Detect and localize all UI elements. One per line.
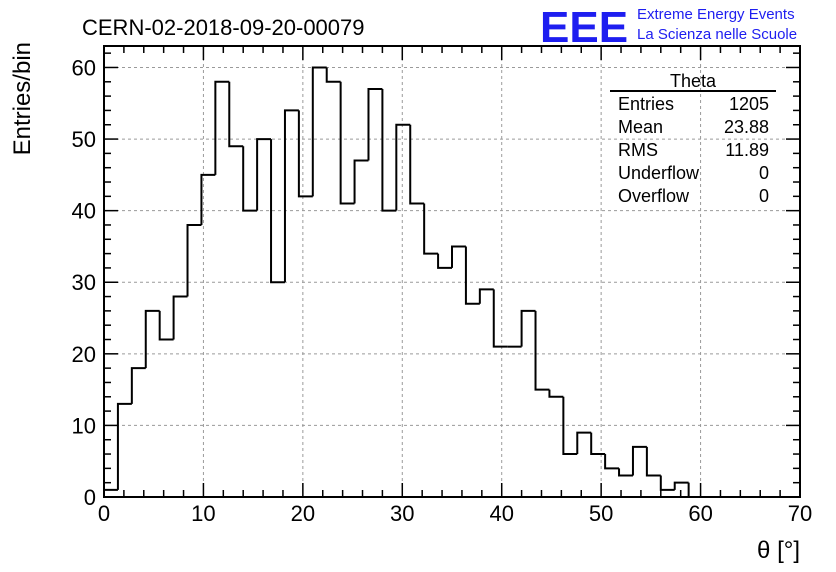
histogram-bin [367,87,383,161]
axis-ticks [103,46,801,498]
histogram-bin [673,481,689,490]
histogram-bin [242,146,258,212]
histogram-bin [144,309,160,369]
histogram-bin [283,109,299,283]
histogram-bin [604,454,620,470]
stats-label: Underflow [618,163,700,183]
x-tick-label: 40 [489,501,513,526]
histogram-bin [437,253,452,269]
histogram-bin [172,295,188,340]
plot-frame [103,45,801,498]
x-tick-labels: 0 10 20 30 40 50 60 70 [98,501,812,526]
grid-lines [104,46,800,497]
x-tick-label: 50 [589,501,613,526]
y-tick-label: 30 [72,270,96,295]
stats-value: 1205 [729,94,769,114]
y-tick-labels: 0 10 20 30 40 50 60 [72,55,96,510]
x-tick-label: 70 [788,501,812,526]
x-axis-label: θ [°] [757,537,800,564]
histogram-bin [186,223,202,297]
x-tick-label: 20 [291,501,315,526]
histogram-bin [395,123,411,211]
histogram-bin [311,66,327,197]
x-tick-label: 10 [191,501,215,526]
stats-value: 0 [759,163,769,183]
stats-title: Theta [670,71,717,91]
histogram-bin [492,289,508,348]
logo-mark: EEE [540,3,628,52]
histogram-bin [520,309,536,347]
y-tick-label: 20 [72,342,96,367]
histogram-bin [562,396,578,456]
chart-title: CERN-02-2018-09-20-00079 [82,15,365,40]
stats-value: 23.88 [724,117,769,137]
histogram-bin [534,310,550,391]
histogram-bin [409,124,425,205]
eee-logo: EEE Extreme Energy Events La Scienza nel… [540,3,797,52]
stats-label: Entries [618,94,674,114]
histogram-bin [451,245,466,268]
stats-box: Theta Entries 1205 Mean 23.88 RMS 11.89 Underf… [610,71,776,206]
histogram-bin [270,139,285,284]
stats-label: Mean [618,117,663,137]
y-axis-label: Entries/bin [9,42,36,155]
stats-value: 0 [759,186,769,206]
y-tick-label: 60 [72,55,96,80]
histogram-bin [158,310,174,341]
y-tick-label: 10 [72,413,96,438]
histogram-bin [659,475,675,491]
histogram-bin [130,367,146,404]
histogram-bin [631,445,647,476]
stats-label: Overflow [618,186,690,206]
y-tick-label: 50 [72,127,96,152]
histogram-bin [200,173,216,225]
histogram-bin [297,110,313,198]
histogram-bin [618,468,633,477]
stats-value: 11.89 [725,140,769,160]
histogram-bin [256,138,272,211]
x-tick-label: 60 [688,501,712,526]
logo-line-2: La Scienza nelle Scuole [637,26,797,43]
histogram-bin [353,159,369,204]
histogram-bin [590,432,606,456]
histogram-bin [423,203,439,255]
histogram-bin [464,246,480,305]
x-tick-label: 0 [98,501,110,526]
histogram-bin [381,88,397,212]
histogram-bin [645,446,661,477]
y-tick-label: 0 [84,485,96,510]
stats-label: RMS [618,140,658,160]
histogram-bin [576,431,592,455]
histogram-bin [339,81,355,205]
x-tick-label: 30 [390,501,414,526]
histogram-bin [325,67,341,83]
histogram-bin [116,402,132,490]
histogram-bin [214,80,230,175]
stats-rows: Entries 1205 Mean 23.88 RMS 11.89 Underflow 0 Ov… [618,94,769,206]
histogram-bin [228,81,244,148]
histogram-bins [103,66,703,498]
logo-line-1: Extreme Energy Events [637,6,795,23]
histogram-bin [103,488,118,497]
y-tick-label: 40 [72,199,96,224]
histogram-bin [548,389,564,398]
histogram-bin [478,288,494,304]
